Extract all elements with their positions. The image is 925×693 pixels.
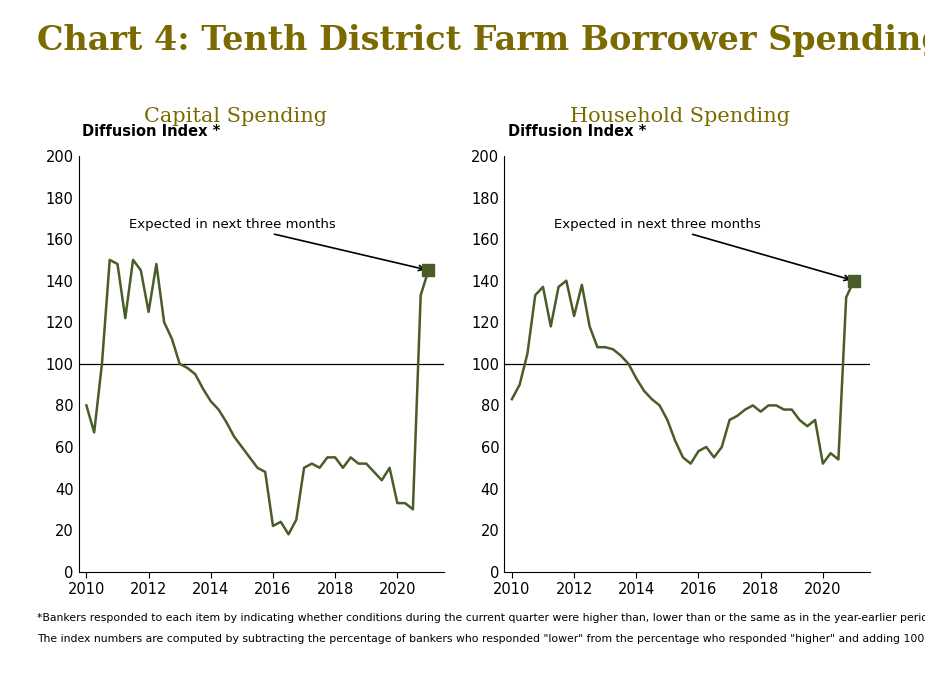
Text: Expected in next three months: Expected in next three months — [129, 218, 424, 270]
Text: Chart 4: Tenth District Farm Borrower Spending: Chart 4: Tenth District Farm Borrower Sp… — [37, 24, 925, 58]
Text: Expected in next three months: Expected in next three months — [554, 218, 849, 281]
Text: Capital Spending: Capital Spending — [144, 107, 327, 126]
Text: The index numbers are computed by subtracting the percentage of bankers who resp: The index numbers are computed by subtra… — [37, 634, 925, 644]
Text: *Bankers responded to each item by indicating whether conditions during the curr: *Bankers responded to each item by indic… — [37, 613, 925, 623]
Text: Diffusion Index *: Diffusion Index * — [508, 124, 647, 139]
Text: Diffusion Index *: Diffusion Index * — [82, 124, 221, 139]
Text: Household Spending: Household Spending — [570, 107, 790, 126]
